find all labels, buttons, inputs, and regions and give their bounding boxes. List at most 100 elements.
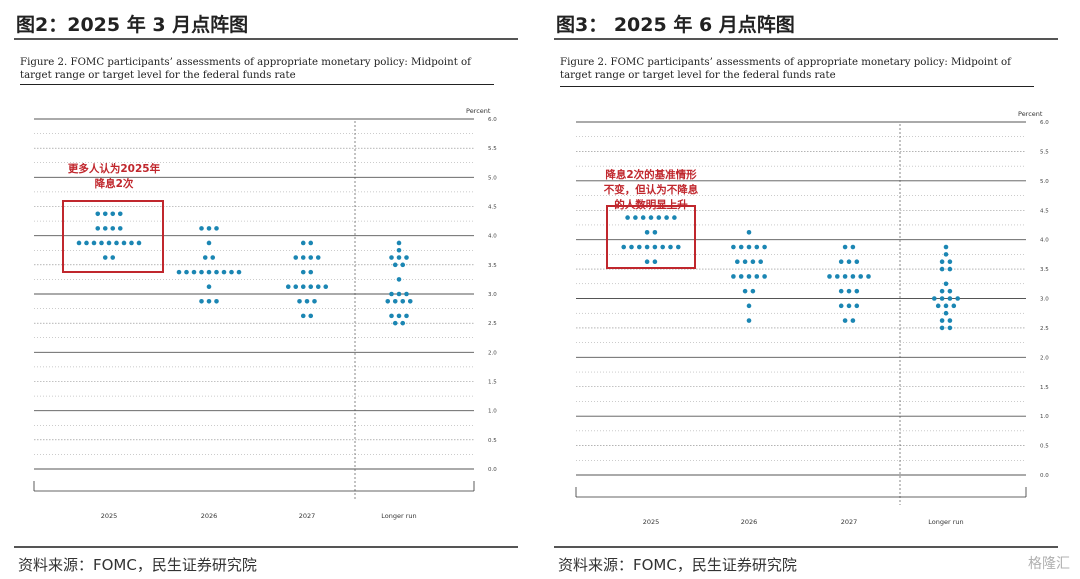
dot-marker (396, 291, 402, 297)
dot-marker (396, 255, 402, 260)
dot-marker (939, 288, 945, 294)
dot-marker (652, 244, 658, 250)
dot-marker (323, 284, 329, 290)
dot-marker (762, 274, 767, 279)
dot-marker (206, 298, 212, 304)
dot-marker (827, 274, 832, 279)
dot-marker (312, 298, 317, 304)
dot-marker (110, 255, 116, 260)
dot-marker (746, 244, 752, 250)
figure-caption: Figure 2. FOMC participants’ assessments… (20, 57, 471, 81)
dot-marker (943, 281, 949, 287)
dot-marker (214, 226, 219, 231)
dot-marker (939, 259, 945, 265)
dot-marker (939, 325, 945, 331)
y-axis-unit-label: Percent (1018, 110, 1043, 118)
x-category-label: 2026 (741, 518, 758, 526)
dot-marker (746, 230, 752, 235)
source-note: 资料来源：FOMC，民生证券研究院 (18, 556, 257, 574)
dot-marker (300, 255, 306, 260)
dot-marker (214, 269, 219, 275)
panel-title: 图2：2025 年 3 月点阵图 (16, 14, 249, 36)
dot-marker (236, 269, 242, 275)
y-tick-label: 3.5 (488, 263, 497, 269)
dot-marker (176, 269, 182, 275)
dot-marker (947, 259, 953, 265)
title-rule (554, 38, 1058, 40)
dot-marker (389, 291, 394, 297)
dot-marker (846, 288, 852, 294)
dot-marker (315, 255, 321, 260)
dot-marker (664, 215, 669, 220)
dot-marker (947, 325, 953, 331)
dot-marker (206, 240, 212, 246)
y-tick-label: 4.5 (1040, 208, 1049, 214)
dot-marker (117, 226, 123, 231)
dot-marker (846, 303, 852, 309)
dot-marker (854, 288, 860, 294)
dot-marker (102, 226, 108, 231)
dot-marker (746, 318, 752, 323)
dot-marker (939, 266, 945, 272)
y-tick-label: 0.0 (1040, 473, 1049, 479)
dot-marker (404, 313, 409, 319)
x-category-label: 2027 (299, 512, 316, 520)
dot-marker (742, 259, 748, 265)
dot-marker (308, 255, 314, 260)
dot-marker (644, 230, 650, 235)
dot-marker (396, 277, 402, 282)
dot-marker (842, 318, 848, 323)
dot-marker (304, 298, 310, 304)
annotation-box (606, 205, 696, 269)
dot-marker (742, 288, 748, 294)
x-category-label: 2027 (841, 518, 858, 526)
dot-marker (389, 255, 394, 260)
dot-marker (297, 298, 302, 304)
x-category-label: Longer run (381, 512, 416, 520)
dot-marker (947, 296, 953, 301)
dot-marker (129, 240, 134, 246)
dot-marker (91, 240, 97, 246)
x-category-label: 2026 (201, 512, 218, 520)
y-tick-label: 2.5 (1040, 326, 1049, 332)
y-tick-label: 5.5 (1040, 149, 1049, 155)
dot-plot-chart: 6.0 5.5 5.0 4.5 4.0 3.5 3.0 2.5 2.0 1.5 1.0 0.5 0.0 P… (575, 110, 1049, 526)
y-tick-label: 4.0 (1040, 238, 1049, 244)
dot-marker (676, 244, 681, 250)
y-tick-label: 4.5 (488, 205, 497, 211)
dot-marker (400, 298, 406, 304)
dot-marker (640, 215, 646, 220)
caption-rule (560, 86, 1034, 87)
dot-marker (838, 259, 844, 265)
dot-marker (668, 244, 673, 250)
dot-marker (648, 215, 654, 220)
dot-marker (935, 303, 941, 309)
y-tick-label: 1.0 (488, 409, 497, 415)
annotation-text: 更多人认为2025年 降息2次 (67, 163, 161, 190)
dot-marker (392, 262, 398, 268)
y-tick-label: 2.0 (1040, 355, 1049, 361)
y-tick-label: 1.0 (1040, 414, 1049, 420)
dot-marker (206, 226, 212, 231)
dot-marker (221, 269, 227, 275)
dot-marker (392, 298, 398, 304)
dot-marker (842, 244, 848, 250)
dot-marker (389, 313, 394, 319)
y-tick-label: 5.0 (488, 175, 497, 181)
dot-marker (656, 215, 662, 220)
dot-marker (644, 244, 650, 250)
dot-marker (308, 313, 314, 319)
y-tick-label: 5.0 (1040, 179, 1049, 185)
annotation-text: 降息2次的基准情形 不变，但认为不降息 的人数明显上升 (603, 169, 699, 211)
dot-marker (735, 259, 740, 265)
dot-marker (199, 298, 204, 304)
dot-marker (396, 240, 402, 246)
y-tick-label: 6.0 (1040, 120, 1049, 126)
dot-marker (199, 226, 204, 231)
dot-marker (121, 240, 127, 246)
dot-marker (835, 274, 840, 279)
dot-marker (308, 240, 314, 246)
dot-marker (396, 247, 402, 253)
dot-marker (99, 240, 104, 246)
dot-marker (652, 230, 658, 235)
